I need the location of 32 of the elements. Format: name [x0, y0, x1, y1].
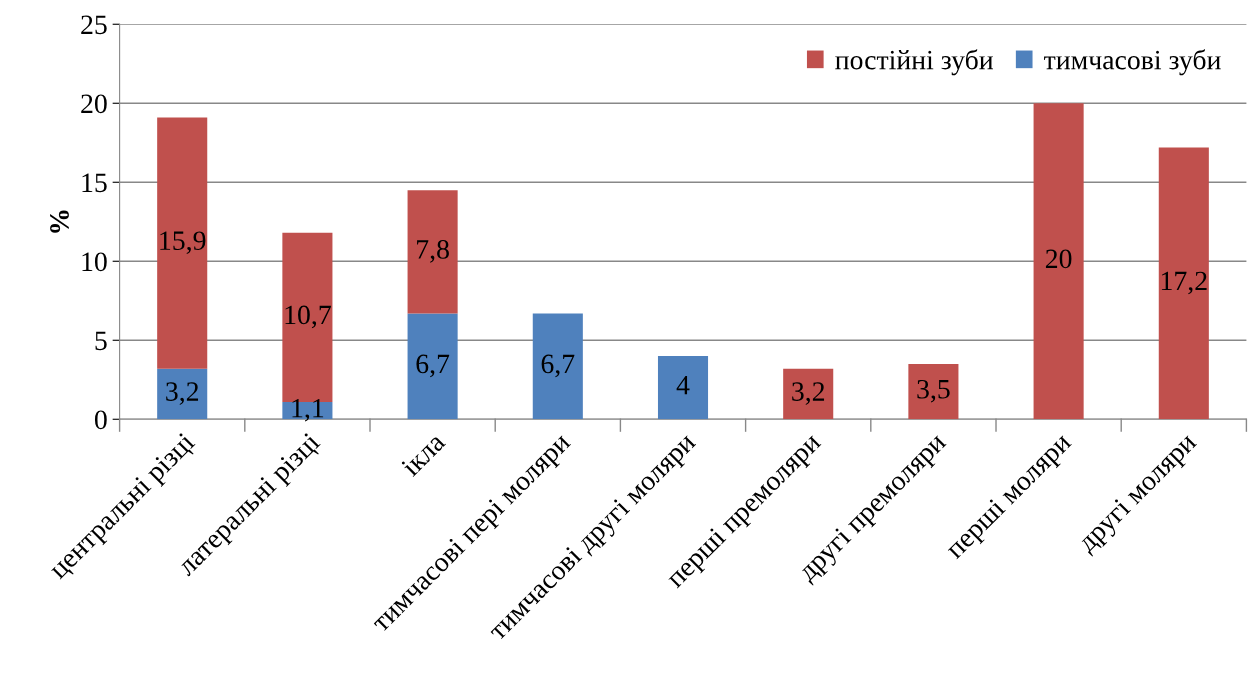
- y-tick-label: 10: [82, 252, 107, 272]
- data-label: 3,5: [917, 379, 950, 403]
- bar: [532, 313, 583, 420]
- data-label: 3,2: [166, 382, 199, 405]
- data-label: 3,2: [792, 382, 825, 405]
- bar: [1033, 103, 1084, 420]
- bar: [657, 356, 709, 420]
- x-tick-label: ікла: [400, 431, 447, 478]
- bar: [908, 363, 959, 420]
- y-tick-label: 15: [82, 173, 107, 193]
- y-tick-label: 20: [81, 94, 107, 114]
- y-tick-label: 5: [95, 331, 107, 351]
- data-label: 20: [1045, 249, 1072, 269]
- bar: [407, 313, 458, 420]
- bar: [783, 368, 834, 420]
- data-label: 15,9: [160, 231, 206, 255]
- data-label: 6,7: [416, 354, 450, 378]
- legend-label: тимчасові зуби: [1044, 49, 1221, 76]
- data-label: 4: [676, 376, 690, 395]
- data-label: 7,8: [417, 239, 449, 263]
- data-label: 1,1: [292, 398, 324, 422]
- bar: [157, 368, 208, 420]
- y-axis-title: %: [50, 210, 69, 233]
- bar: [157, 117, 208, 369]
- data-label: 17,2: [1161, 271, 1207, 295]
- bar: [1158, 147, 1209, 420]
- bar: [407, 190, 458, 314]
- y-tick-label: 0: [94, 410, 107, 430]
- data-label: 10,7: [285, 305, 331, 329]
- data-label: 6,7: [541, 354, 575, 378]
- legend-label: постійні зуби: [835, 49, 993, 76]
- y-tick-label: 25: [81, 15, 107, 35]
